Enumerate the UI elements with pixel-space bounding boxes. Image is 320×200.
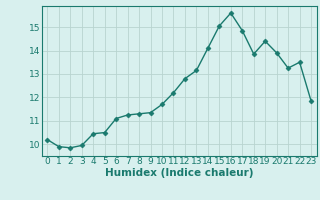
X-axis label: Humidex (Indice chaleur): Humidex (Indice chaleur) (105, 168, 253, 178)
